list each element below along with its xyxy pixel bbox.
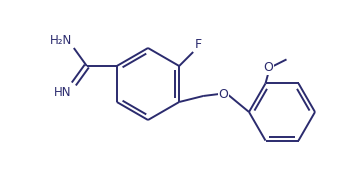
Text: H₂N: H₂N [49,34,72,47]
Text: O: O [218,88,228,100]
Text: HN: HN [54,86,72,99]
Text: O: O [264,61,273,74]
Text: F: F [195,38,202,51]
